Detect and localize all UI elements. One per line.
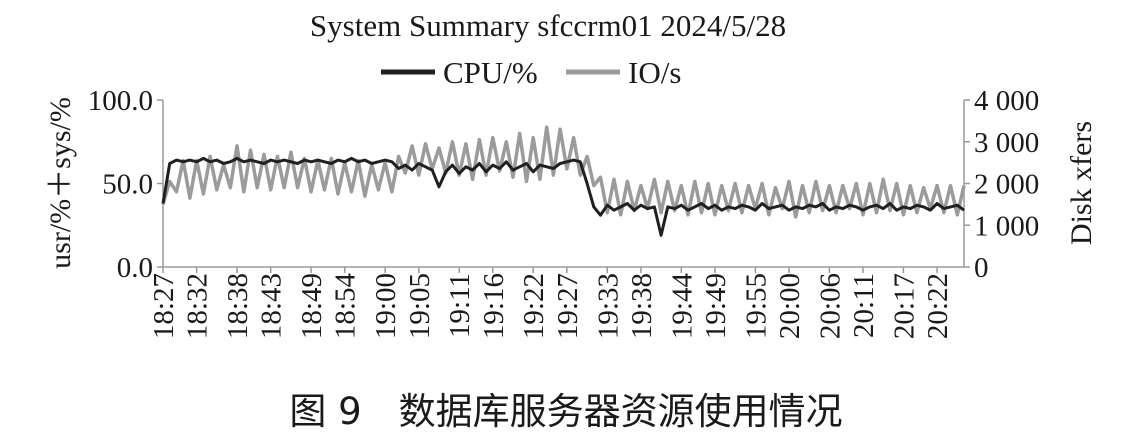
series-line-cpu <box>161 156 965 237</box>
x-tick-label: 19:38 <box>626 273 658 339</box>
x-tick-label: 18:32 <box>182 273 214 339</box>
x-tick-label: 19:49 <box>700 273 732 339</box>
series-line-io <box>161 125 966 219</box>
x-tick-label: 18:43 <box>256 273 288 339</box>
x-tick-label: 20:11 <box>848 273 880 338</box>
x-ticks: 18:27 18:32 18:38 18:43 18:49 18:54 19:00 19:05… <box>148 267 954 339</box>
x-tick-label: 19:44 <box>666 273 698 340</box>
x-tick-label: 20:06 <box>814 273 846 339</box>
legend: CPU/% IO/s <box>381 55 681 90</box>
y-tick-label: 100.0 <box>88 85 153 117</box>
y-tick-label: 0.0 <box>117 252 153 284</box>
x-tick-label: 18:27 <box>148 273 180 339</box>
series <box>161 125 966 237</box>
x-tick-label: 19:55 <box>740 273 772 339</box>
x-tick-label: 19:33 <box>592 273 624 339</box>
x-tick-label: 19:11 <box>444 273 476 338</box>
x-tick-label: 20:22 <box>922 273 954 339</box>
x-tick-label: 19:22 <box>518 273 550 339</box>
y-ticks: 0.0 50.0 100.0 <box>88 85 163 284</box>
y-axis-label: usr/%＋sys/% <box>44 97 77 269</box>
figure-caption: 图 9 数据库服务器资源使用情况 <box>289 390 842 433</box>
x-tick-label: 19:27 <box>552 273 584 339</box>
y2-tick-label: 0 <box>974 252 989 284</box>
y2-tick-label: 4 000 <box>974 85 1039 117</box>
x-tick-label: 19:16 <box>478 273 510 339</box>
x-tick-label: 19:05 <box>404 273 436 339</box>
y-tick-label: 50.0 <box>102 169 153 201</box>
y2-ticks: 0 1 000 2 000 3 000 4 000 <box>964 85 1039 284</box>
x-tick-label: 19:00 <box>370 273 402 339</box>
y2-axis-label: Disk xfers <box>1065 121 1098 245</box>
x-tick-label: 18:54 <box>330 273 362 340</box>
legend-label-cpu: CPU/% <box>443 55 538 90</box>
y2-tick-label: 3 000 <box>974 127 1039 159</box>
x-tick-label: 18:38 <box>222 273 254 339</box>
y2-tick-label: 2 000 <box>974 169 1039 201</box>
x-tick-label: 18:49 <box>296 273 328 339</box>
legend-label-io: IO/s <box>628 55 681 90</box>
x-tick-label: 20:17 <box>888 273 920 339</box>
y2-tick-label: 1 000 <box>974 210 1039 242</box>
chart-title: System Summary sfccrm01 2024/5/28 <box>310 8 786 43</box>
x-tick-label: 20:00 <box>774 273 806 339</box>
